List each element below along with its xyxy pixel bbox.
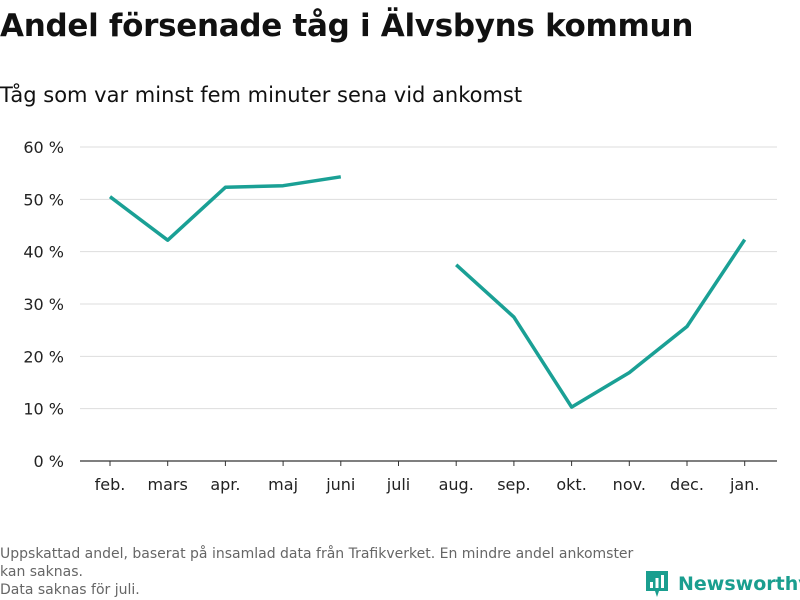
x-axis: feb. mars apr. maj juni juli aug. sep. okt. nov. d…: [80, 460, 777, 494]
x-tick-label: jan.: [729, 475, 759, 494]
x-tick-label: maj: [268, 475, 298, 494]
y-tick-label: 10 %: [23, 400, 64, 419]
gridlines: [80, 146, 777, 410]
y-tick-label: 60 %: [23, 138, 64, 157]
series-lines: [108, 175, 747, 409]
x-tick-label: juni: [325, 475, 355, 494]
x-tick-label: mars: [148, 475, 188, 494]
y-tick-label: 0 %: [34, 452, 64, 471]
x-tick-label: dec.: [670, 475, 704, 494]
x-tick-label: apr.: [210, 475, 240, 494]
x-tick-label: feb.: [95, 475, 126, 494]
y-tick-label: 40 %: [23, 243, 64, 262]
x-tick-label: nov.: [613, 475, 646, 494]
footnotes: Uppskattad andel, baserat på insamlad da…: [0, 545, 640, 599]
chart-subtitle: Tåg som var minst fem minuter sena vid a…: [0, 83, 523, 107]
line-chart: 0 % 10 % 20 % 30 % 40 % 50 % 60 % feb. mars apr.…: [23, 138, 777, 494]
footnote-missing-data: Data saknas för juli.: [0, 582, 140, 598]
footnote-source: Uppskattad andel, baserat på insamlad da…: [0, 546, 634, 580]
y-axis-ticks: 0 % 10 % 20 % 30 % 40 % 50 % 60 %: [23, 138, 64, 471]
brand-logo: Newsworthy: [644, 568, 800, 600]
y-tick-label: 30 %: [23, 295, 64, 314]
x-tick-label: sep.: [497, 475, 530, 494]
newsworthy-logo-icon: [646, 571, 668, 597]
x-tick-label: aug.: [439, 475, 474, 494]
x-tick-label: juli: [386, 475, 410, 494]
x-tick-label: okt.: [556, 475, 586, 494]
brand-name: Newsworthy: [678, 573, 800, 595]
series-line-segment-1: [108, 175, 342, 242]
y-tick-label: 50 %: [23, 190, 64, 209]
y-tick-label: 20 %: [23, 347, 64, 366]
series-line-segment-2: [455, 238, 747, 409]
chart-title: Andel försenade tåg i Älvsbyns kommun: [0, 8, 694, 44]
